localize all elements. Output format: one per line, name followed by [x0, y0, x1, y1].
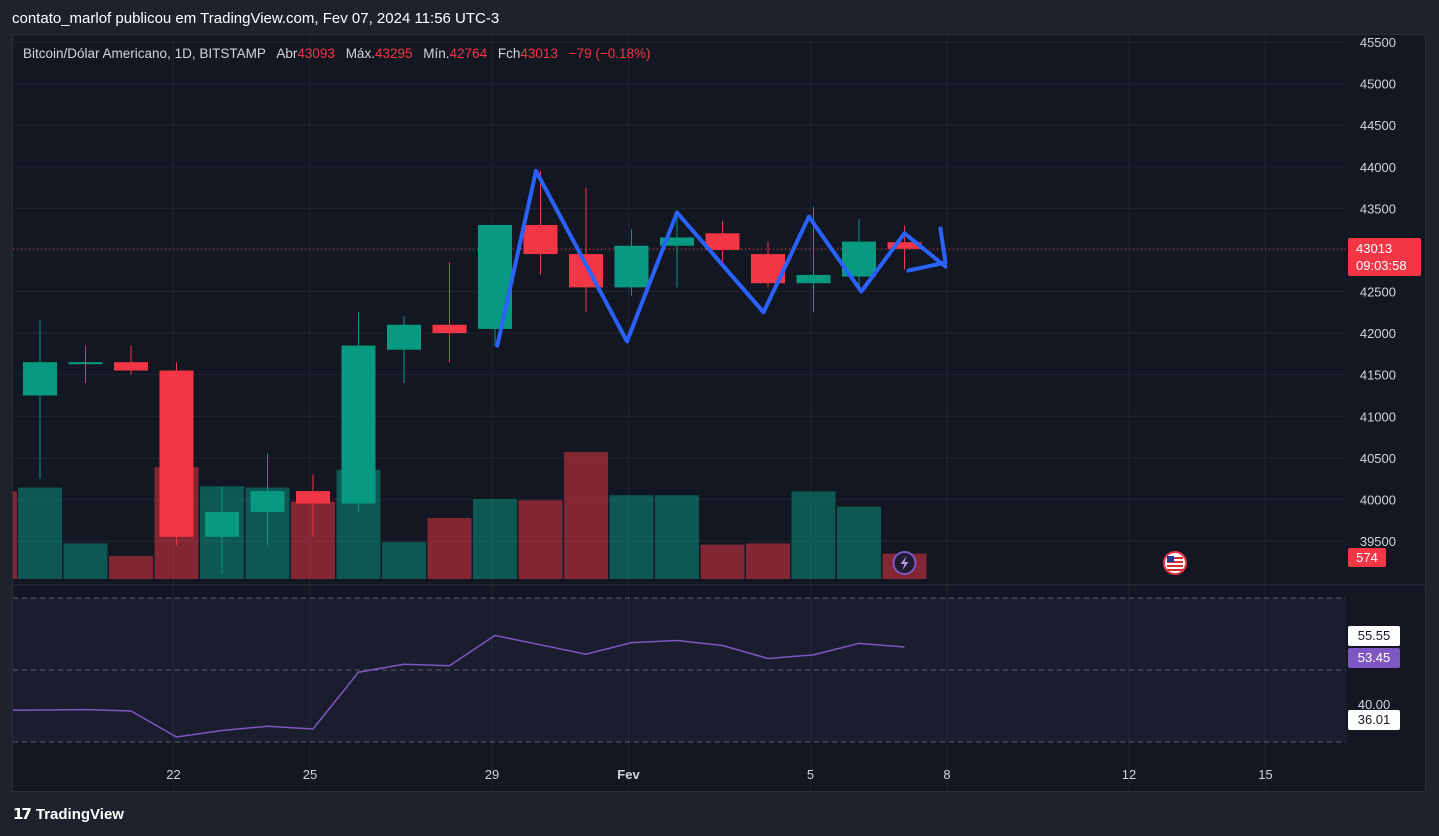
price-tick-label: 41000 — [1360, 409, 1396, 424]
volume-bars — [13, 452, 927, 579]
volume-bar — [700, 544, 745, 579]
volume-bar — [109, 556, 153, 579]
rsi-current-tag: 53.45 — [1348, 648, 1400, 668]
symbol-label: Bitcoin/Dólar Americano, 1D, BITSTAMP — [23, 46, 266, 61]
candle-body — [887, 242, 922, 249]
candle-body — [660, 237, 694, 246]
price-tick-label: 40500 — [1360, 451, 1396, 466]
volume-bar — [13, 491, 17, 579]
rsi-line — [12, 634, 905, 738]
flag-stripe — [1167, 557, 1183, 559]
chart-icons — [892, 551, 1187, 575]
price-tick-label: 45500 — [1360, 35, 1396, 50]
price-tick-label: 42500 — [1360, 285, 1396, 300]
flag-stripe — [1167, 569, 1183, 571]
time-tick-label: 25 — [303, 767, 317, 782]
candle-body — [296, 491, 330, 504]
volume-tag: 574 — [1348, 548, 1386, 567]
candle-body — [250, 491, 285, 512]
chart-frame[interactable] — [12, 34, 1426, 792]
price-tick-label: 40000 — [1360, 492, 1396, 507]
open-value: 43093 — [297, 46, 335, 61]
candle-body — [114, 362, 148, 371]
volume-bar — [63, 543, 108, 579]
candle-body — [205, 511, 239, 537]
candle-body — [68, 362, 103, 365]
publisher-line: contato_marlof publicou em TradingView.c… — [12, 10, 500, 27]
rsi-upper-tag: 55.55 — [1348, 626, 1400, 646]
volume-bar — [518, 500, 563, 579]
last-price-tag: 43013 09:03:58 — [1348, 238, 1421, 276]
price-tick-label: 39500 — [1360, 534, 1396, 549]
time-tick-label: 29 — [485, 767, 499, 782]
rsi-lower-tag: 36.01 — [1348, 710, 1400, 730]
candle-body — [432, 324, 467, 334]
volume-bar — [18, 487, 62, 579]
price-axis: 4550045000445004400043500430004250042000… — [1360, 35, 1396, 549]
candle-body — [569, 254, 603, 288]
volume-bar — [473, 498, 517, 579]
time-tick-label: 5 — [807, 767, 814, 782]
volume-bar — [427, 518, 472, 579]
high-value: 43295 — [374, 46, 413, 61]
time-tick-label: 22 — [166, 767, 180, 782]
time-tick-label: 15 — [1258, 767, 1272, 782]
candle-body — [387, 324, 421, 350]
price-tick-label: 44500 — [1360, 118, 1396, 133]
volume-bar — [655, 495, 699, 579]
close-label: Fch — [497, 46, 521, 61]
brand-name: TradingView — [35, 805, 124, 823]
price-tick-label: 41500 — [1360, 368, 1396, 383]
volume-bar — [791, 491, 836, 579]
volume-bar — [837, 506, 881, 579]
open-label: Abr — [276, 46, 298, 61]
time-axis: 22 25 29 Fev 5 8 12 15 — [166, 767, 1272, 782]
volume-bar — [564, 452, 608, 579]
lightning-bolt-icon — [900, 556, 909, 570]
trend-line — [495, 168, 948, 348]
time-tick-label: 12 — [1122, 767, 1136, 782]
volume-bar — [609, 495, 654, 579]
candle-body — [705, 233, 740, 250]
volume-bar — [382, 542, 426, 579]
high-label: Máx. — [345, 46, 375, 61]
price-tick-label: 42000 — [1360, 326, 1396, 341]
rsi-level-label: 40.00 — [1357, 697, 1391, 712]
low-label: Mín. — [423, 46, 450, 61]
trend-drawing — [495, 168, 948, 348]
change-value: −79 (−0.18%) — [568, 46, 651, 61]
flag-canton — [1167, 556, 1174, 562]
ohlc-legend: Bitcoin/Dólar Americano, 1D, BITSTAMP Ab… — [23, 46, 650, 61]
trend-arrow-head — [906, 226, 948, 273]
candle-body — [614, 245, 649, 288]
flag-stripe — [1167, 561, 1183, 563]
candles — [23, 170, 922, 575]
last-price: 43013 — [1356, 241, 1393, 256]
candle-body — [341, 345, 376, 504]
price-tick-label: 45000 — [1360, 77, 1396, 92]
price-tick-label: 43500 — [1360, 201, 1396, 216]
flag-stripe — [1167, 565, 1183, 567]
time-tick-label: Fev — [617, 767, 640, 782]
time-tick-label: 8 — [943, 767, 950, 782]
bar-countdown: 09:03:58 — [1356, 258, 1407, 273]
close-value: 43013 — [520, 46, 558, 61]
candle-body — [23, 362, 57, 396]
candle-body — [796, 274, 831, 284]
tradingview-mark-icon: 𝟭𝟳 — [13, 806, 32, 823]
candle-body — [523, 224, 558, 255]
volume-bar — [746, 543, 790, 579]
rsi-pane — [12, 597, 1346, 743]
candle-body — [159, 370, 194, 537]
tradingview-logo[interactable]: 𝟭𝟳 TradingView — [13, 805, 124, 824]
price-tick-label: 44000 — [1360, 160, 1396, 175]
low-value: 42764 — [449, 46, 488, 61]
candle-body — [478, 224, 512, 329]
